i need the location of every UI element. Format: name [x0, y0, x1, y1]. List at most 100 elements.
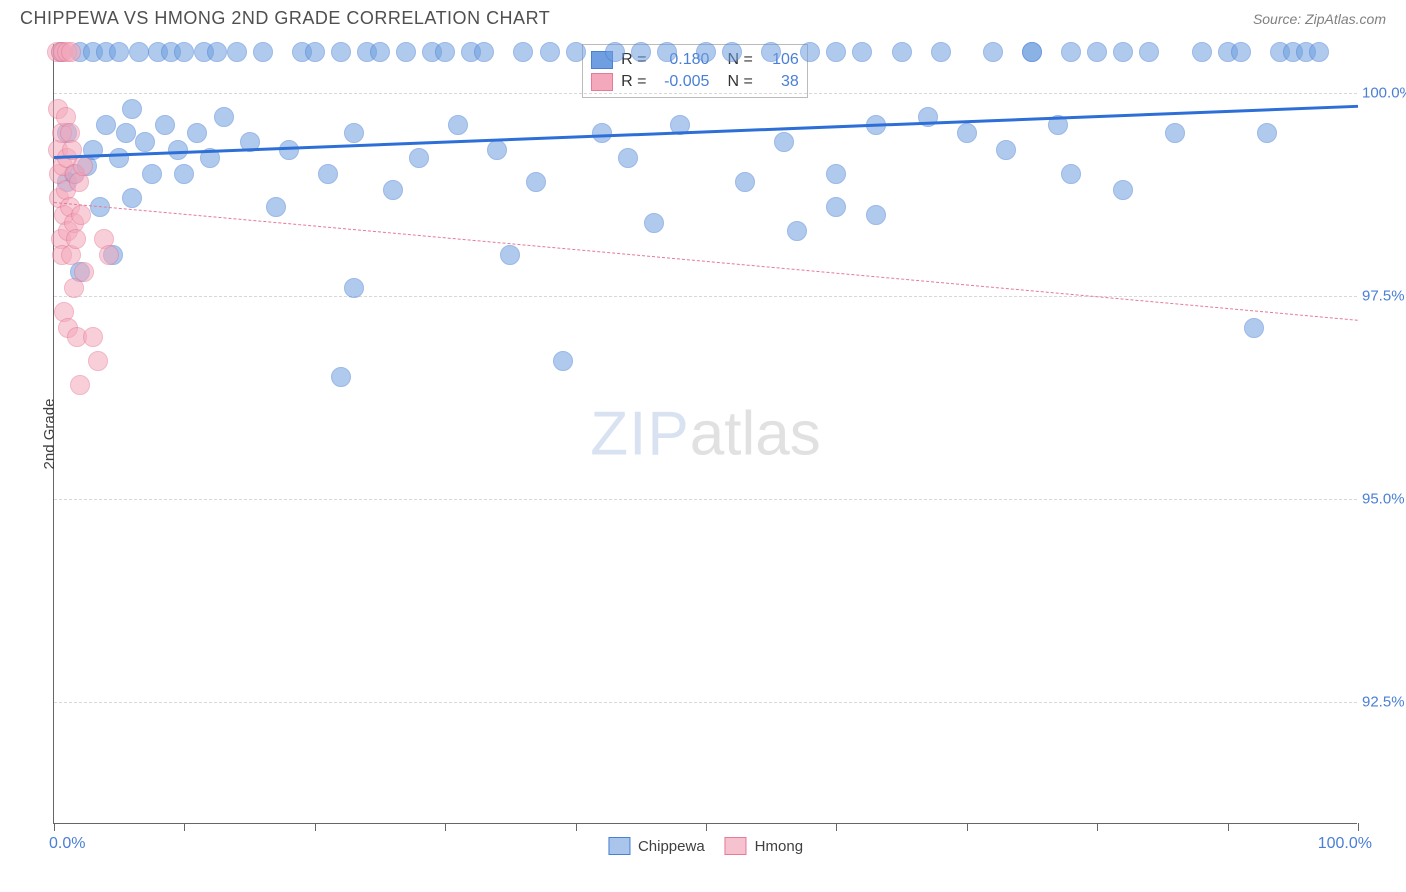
data-point — [996, 140, 1016, 160]
data-point — [1244, 318, 1264, 338]
data-point — [187, 123, 207, 143]
data-point — [207, 42, 227, 62]
x-tick — [1097, 823, 1098, 831]
legend-swatch — [608, 837, 630, 855]
data-point — [1087, 42, 1107, 62]
data-point — [722, 42, 742, 62]
data-point — [88, 351, 108, 371]
data-point — [892, 42, 912, 62]
data-point — [931, 42, 951, 62]
x-tick — [315, 823, 316, 831]
data-point — [266, 197, 286, 217]
data-point — [800, 42, 820, 62]
data-point — [761, 42, 781, 62]
r-value: -0.005 — [654, 73, 709, 91]
data-point — [116, 123, 136, 143]
data-point — [344, 123, 364, 143]
data-point — [983, 42, 1003, 62]
data-point — [155, 115, 175, 135]
legend-item: Chippewa — [608, 837, 705, 855]
data-point — [826, 197, 846, 217]
r-label: R = — [621, 73, 646, 91]
data-point — [383, 180, 403, 200]
data-point — [305, 42, 325, 62]
chart-plot-area: 2nd Grade ZIPatlas R =0.180N =106R =-0.0… — [53, 44, 1357, 824]
data-point — [513, 42, 533, 62]
source-attribution: Source: ZipAtlas.com — [1253, 11, 1386, 27]
data-point — [1022, 42, 1042, 62]
data-point — [83, 327, 103, 347]
n-label: N = — [727, 73, 752, 91]
x-tick — [967, 823, 968, 831]
data-point — [618, 148, 638, 168]
data-point — [214, 107, 234, 127]
n-value: 38 — [761, 73, 799, 91]
legend-item: Hmong — [725, 837, 803, 855]
data-point — [605, 42, 625, 62]
chart-title: CHIPPEWA VS HMONG 2ND GRADE CORRELATION … — [20, 8, 550, 29]
data-point — [253, 42, 273, 62]
data-point — [109, 42, 129, 62]
data-point — [227, 42, 247, 62]
data-point — [657, 42, 677, 62]
data-point — [1061, 164, 1081, 184]
data-point — [566, 42, 586, 62]
data-point — [448, 115, 468, 135]
data-point — [1192, 42, 1212, 62]
data-point — [174, 164, 194, 184]
data-point — [70, 375, 90, 395]
grid-line — [54, 296, 1357, 297]
data-point — [96, 115, 116, 135]
data-point — [1113, 42, 1133, 62]
data-point — [318, 164, 338, 184]
x-tick — [836, 823, 837, 831]
data-point — [1309, 42, 1329, 62]
data-point — [435, 42, 455, 62]
data-point — [370, 42, 390, 62]
data-point — [122, 188, 142, 208]
legend-label: Hmong — [755, 838, 803, 855]
x-tick — [54, 823, 55, 831]
x-axis-min-label: 0.0% — [49, 835, 85, 853]
x-tick — [576, 823, 577, 831]
data-point — [526, 172, 546, 192]
data-point — [487, 140, 507, 160]
data-point — [957, 123, 977, 143]
data-point — [174, 42, 194, 62]
data-point — [142, 164, 162, 184]
x-tick — [445, 823, 446, 831]
data-point — [109, 148, 129, 168]
data-point — [696, 42, 716, 62]
data-point — [540, 42, 560, 62]
data-point — [135, 132, 155, 152]
data-point — [344, 278, 364, 298]
data-point — [500, 245, 520, 265]
x-tick — [184, 823, 185, 831]
data-point — [852, 42, 872, 62]
data-point — [73, 156, 93, 176]
data-point — [122, 99, 142, 119]
data-point — [735, 172, 755, 192]
data-point — [787, 221, 807, 241]
data-point — [1061, 42, 1081, 62]
grid-line — [54, 702, 1357, 703]
data-point — [409, 148, 429, 168]
x-tick — [706, 823, 707, 831]
data-point — [774, 132, 794, 152]
data-point — [168, 140, 188, 160]
data-point — [331, 42, 351, 62]
data-point — [866, 205, 886, 225]
data-point — [1231, 42, 1251, 62]
legend-row: R = -0.005 N = 38 — [591, 71, 799, 93]
y-tick-label: 95.0% — [1362, 491, 1406, 508]
data-point — [644, 213, 664, 233]
series-legend: Chippewa Hmong — [608, 837, 803, 855]
data-point — [631, 42, 651, 62]
scatter-plot-svg — [54, 44, 1357, 823]
x-axis-max-label: 100.0% — [1318, 835, 1372, 853]
data-point — [99, 245, 119, 265]
grid-line — [54, 499, 1357, 500]
data-point — [826, 164, 846, 184]
data-point — [1165, 123, 1185, 143]
data-point — [66, 229, 86, 249]
